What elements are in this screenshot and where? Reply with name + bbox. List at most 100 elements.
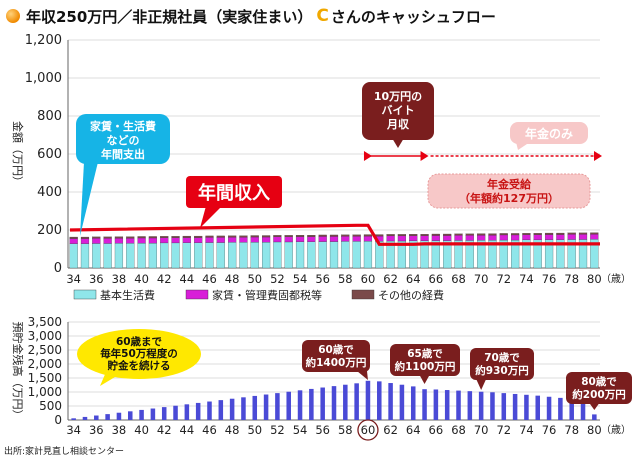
y-tick-label: 200 <box>37 223 62 238</box>
stacked-bar-segment <box>216 235 225 238</box>
x-tick-label: 50 <box>247 272 262 286</box>
stacked-bar-segment <box>578 232 588 235</box>
stacked-bar-segment <box>488 235 497 241</box>
savings-bar <box>501 393 507 420</box>
stacked-bar-segment <box>160 237 169 244</box>
stacked-bar-segment <box>250 236 259 243</box>
savings-bar <box>139 409 144 420</box>
y-axis-label-text: 金額（万円） <box>11 121 25 187</box>
stacked-bar-segment <box>92 243 101 269</box>
stacked-bar-segment <box>284 236 293 243</box>
stacked-bar-segment <box>148 236 157 239</box>
x-tick-label: 68 <box>451 272 466 286</box>
x-tick-label: 80 <box>587 423 602 437</box>
stacked-bar-segment <box>250 242 259 269</box>
x-tick-label: 46 <box>202 423 217 437</box>
callout-80-text-line: 80歳で <box>581 375 617 388</box>
x-axis-unit: （歳） <box>601 273 631 285</box>
legend-swatch <box>351 289 375 300</box>
x-tick-label: 76 <box>542 423 557 437</box>
stacked-bar-segment <box>318 241 327 269</box>
callout-baito-text-line: 10万円の <box>374 90 422 103</box>
x-tick-label: 38 <box>112 423 127 437</box>
stacked-bar-segment <box>522 233 531 235</box>
stacked-bar-segment <box>160 236 169 238</box>
stacked-bar-segment <box>307 235 316 237</box>
savings-bar <box>343 384 348 420</box>
stacked-bar-segment <box>284 241 293 269</box>
stacked-bar-segment <box>103 238 112 244</box>
x-tick-label: 44 <box>180 423 195 437</box>
x-tick-label: 54 <box>293 423 308 437</box>
stacked-bar-segment <box>205 235 214 238</box>
callout-65-pointer <box>419 375 430 384</box>
stacked-bar-segment <box>126 236 135 239</box>
savings-bar <box>354 383 359 420</box>
y-tick-label: 2,500 <box>28 343 62 357</box>
stacked-bar-segment <box>126 243 135 269</box>
callout-savings-plan-pointer <box>100 372 120 386</box>
stacked-bar-segment <box>409 235 418 241</box>
savings-bar <box>512 393 518 420</box>
callout-baito-text-line: 月収 <box>386 118 410 131</box>
stacked-bar-segment <box>261 235 271 238</box>
stacked-bar-segment <box>137 242 146 269</box>
savings-bar <box>456 390 461 420</box>
x-tick-label: 66 <box>429 423 444 437</box>
stacked-bar-segment <box>567 234 576 240</box>
x-tick-label: 38 <box>112 272 127 286</box>
x-tick-label: 76 <box>542 272 557 286</box>
savings-bar <box>127 411 133 420</box>
y-axis-label: 金額（万円） <box>11 121 25 187</box>
savings-bar <box>82 416 88 420</box>
y-tick-label: 1,000 <box>25 71 62 86</box>
stacked-bar-segment <box>590 234 599 240</box>
y-tick-label: 600 <box>37 147 62 162</box>
stacked-bar-segment <box>556 232 565 235</box>
savings-bar <box>422 389 427 420</box>
callout-pension-amount-box <box>427 173 591 209</box>
y-tick-label: 2,000 <box>28 357 62 371</box>
stacked-bar-segment <box>228 242 237 269</box>
stacked-bar-segment <box>92 236 101 239</box>
savings-bar <box>309 388 314 420</box>
savings-bar <box>116 412 122 420</box>
x-tick-label: 58 <box>338 423 353 437</box>
savings-bar <box>535 395 541 420</box>
x-tick-label: 64 <box>406 423 421 437</box>
savings-bar <box>195 402 201 420</box>
legend-swatch <box>185 289 209 300</box>
stacked-bar-segment <box>318 234 327 237</box>
callout-expenses-text-line: 年間支出 <box>101 147 145 161</box>
callout-60-text-line: 60歳で <box>318 343 354 356</box>
x-tick-label: 62 <box>383 272 398 286</box>
callout-expenses-text-line: などの <box>107 134 140 147</box>
stacked-bar-segment <box>273 236 282 243</box>
x-tick-label: 78 <box>564 272 579 286</box>
stacked-bar-segment <box>477 235 486 241</box>
stacked-bar-segment <box>431 233 440 236</box>
stacked-bar-segment <box>341 241 350 269</box>
y-axis-label-text: 預貯金残高（万円） <box>11 322 25 421</box>
stacked-bar-segment <box>295 235 305 237</box>
x-tick-label: 36 <box>89 272 104 286</box>
y-tick-label: 1,500 <box>28 371 62 385</box>
callout-expenses-box <box>76 114 170 164</box>
savings-bar <box>365 380 371 420</box>
stacked-bar-segment <box>194 242 203 269</box>
stacked-bar-segment <box>216 242 225 269</box>
x-tick-label: 72 <box>496 423 511 437</box>
stacked-bar-segment <box>522 234 531 241</box>
stacked-bar-segment <box>137 237 146 244</box>
stacked-bar-segment <box>103 243 112 269</box>
stacked-bar-segment <box>420 235 429 241</box>
stacked-bar-segment <box>273 241 282 269</box>
savings-bar <box>569 399 574 420</box>
stacked-bar-segment <box>182 242 191 269</box>
stacked-bar-segment <box>533 233 542 235</box>
stacked-bar-segment <box>341 234 350 237</box>
